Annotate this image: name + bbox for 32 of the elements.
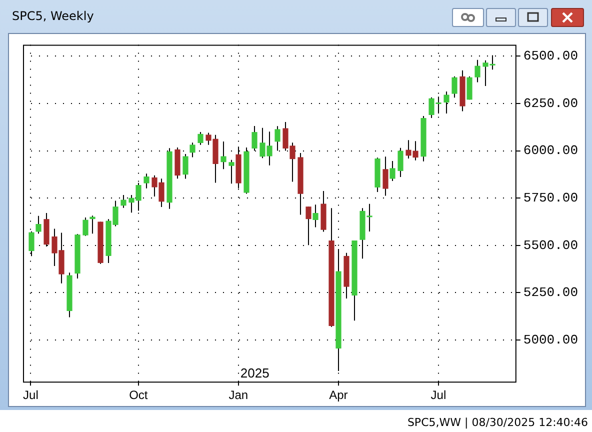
x-tick-label: Jul: [23, 388, 38, 402]
candlestick: [382, 156, 388, 196]
text: SPC5,WW | 08/30/2025 12:40:46: [407, 416, 588, 429]
y-tick-label: 5500.00: [523, 238, 578, 253]
x-tick-label: Jul: [430, 388, 446, 402]
candlestick: [466, 76, 472, 100]
x-tick-label: Apr: [329, 388, 348, 402]
candlestick: [474, 59, 480, 83]
x-tick-label: Oct: [129, 388, 148, 402]
candlestick: [228, 159, 234, 184]
y-tick-label: 5000.00: [523, 332, 578, 348]
candlestick: [452, 76, 458, 98]
candlestick: [36, 215, 42, 234]
y-tick-label: 5250.00: [523, 285, 578, 300]
candlestick: [182, 153, 188, 180]
candlestick: [306, 206, 312, 246]
candlestick: [120, 194, 126, 208]
x-tick-label: Jan: [228, 388, 248, 402]
y-tick-label: 6000.00: [523, 143, 578, 158]
annotation: 2025: [240, 366, 270, 381]
y-tick-label: 6500.00: [523, 48, 578, 64]
candlestick: [190, 142, 196, 158]
candlestick: [198, 132, 204, 146]
y-tick-label: 5750.00: [523, 190, 578, 206]
candlestick: [390, 160, 396, 182]
candlestick: [144, 173, 150, 189]
y-tick-label: 6250.00: [523, 96, 578, 111]
candlestick: [82, 217, 88, 236]
candlestick: [312, 204, 318, 228]
candlestick: [220, 140, 226, 170]
candlestick: [90, 215, 96, 234]
chart-title: SPC5, Weekly: [12, 9, 94, 23]
